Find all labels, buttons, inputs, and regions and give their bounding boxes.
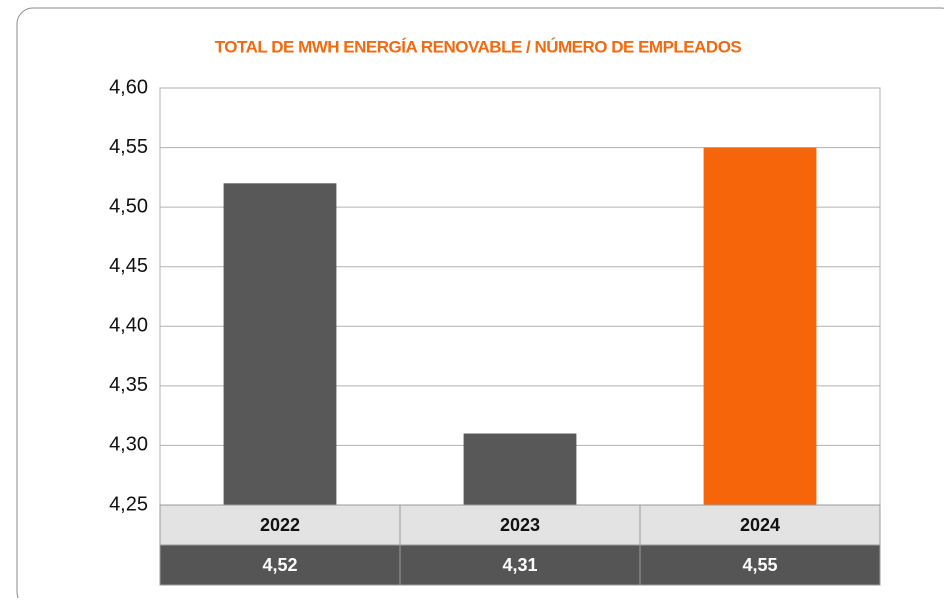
bar	[703, 147, 817, 506]
y-tick-label: 4,25	[109, 493, 148, 515]
data-label: 4,55	[742, 555, 777, 575]
y-tick-label: 4,45	[109, 255, 148, 277]
table-value-cell	[639, 544, 881, 586]
table-value-cell	[399, 544, 641, 586]
y-tick-label: 4,40	[109, 315, 148, 337]
table-value-cell	[159, 544, 401, 586]
data-label: 4,31	[502, 555, 537, 575]
x-tick-label: 2022	[260, 515, 300, 535]
y-tick-label: 4,50	[109, 195, 148, 217]
y-tick-label: 4,55	[109, 136, 148, 158]
table-header-cell	[639, 504, 881, 546]
bar	[223, 183, 337, 506]
y-tick-label: 4,30	[109, 434, 148, 456]
x-tick-label: 2024	[740, 515, 780, 535]
chart-title: TOTAL DE MWH ENERGÍA RENOVABLE / NÚMERO …	[215, 37, 742, 56]
y-tick-label: 4,35	[109, 374, 148, 396]
data-label: 4,52	[262, 555, 297, 575]
x-tick-label: 2023	[500, 515, 540, 535]
y-tick-label: 4,60	[109, 76, 148, 98]
bar	[463, 433, 577, 505]
table-header-cell	[159, 504, 401, 546]
